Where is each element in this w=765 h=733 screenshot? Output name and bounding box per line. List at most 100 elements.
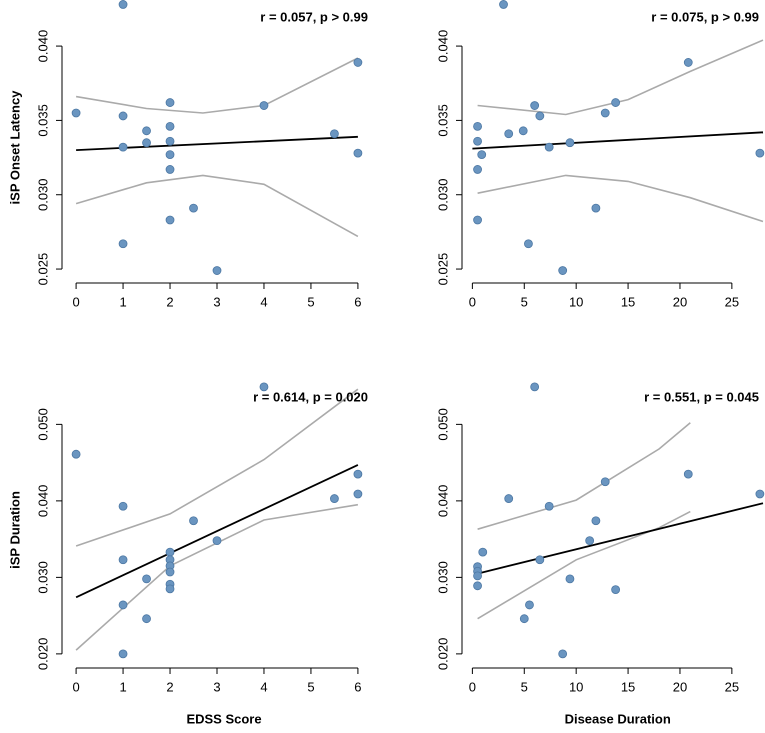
panel: 0 1 2 3 4 5 6 0.020 0.030 0.040 0.050 r = 0.614, p … — [7, 382, 368, 726]
data-point — [118, 0, 128, 9]
fit-line — [76, 135, 358, 151]
x-tick-label: 0 — [469, 294, 476, 309]
x-tick-label: 1 — [119, 294, 126, 309]
data-point — [330, 494, 339, 503]
y-axis-title: iSP Duration — [7, 491, 22, 569]
data-point — [473, 136, 482, 146]
data-point — [165, 584, 175, 594]
x-tick-label: 3 — [213, 294, 220, 309]
data-point — [544, 501, 554, 511]
confidence-band — [75, 57, 359, 114]
data-point — [525, 600, 534, 610]
y-tick-label: 0.040 — [35, 30, 50, 63]
y-tick-label: 0.050 — [35, 408, 50, 441]
data-point — [212, 536, 222, 546]
y-tick-label: 0.040 — [435, 485, 450, 518]
data-point — [71, 449, 81, 459]
data-point — [330, 129, 339, 139]
x-tick-label: 15 — [621, 294, 635, 309]
data-point — [518, 126, 528, 136]
data-point — [477, 150, 487, 159]
confidence-band — [477, 39, 764, 116]
data-point — [353, 469, 363, 479]
data-point — [473, 215, 482, 225]
fit-line — [75, 464, 359, 599]
annotation: r = 0.057, p > 0.99 — [260, 9, 368, 24]
data-point — [142, 614, 151, 624]
y-tick-label: 0.035 — [435, 104, 450, 137]
x-tick-label: 1 — [119, 679, 126, 694]
data-point — [478, 547, 488, 557]
panel: 0 1 2 3 4 5 6 0.025 0.030 0.035 0.040 r = 0.057, p … — [7, 0, 368, 309]
y-tick-label: 0.020 — [35, 638, 50, 671]
data-point — [600, 108, 610, 118]
annotation: r = 0.551, p = 0.045 — [644, 389, 759, 404]
fit-line — [472, 131, 764, 150]
x-tick-label: 2 — [166, 679, 173, 694]
data-point — [165, 121, 175, 131]
x-tick-label: 5 — [307, 294, 314, 309]
data-point — [683, 58, 693, 67]
y-tick-label: 0.025 — [435, 253, 450, 286]
data-point — [142, 574, 151, 584]
data-point — [118, 239, 128, 249]
y-tick-label: 0.040 — [35, 485, 50, 518]
annotation: r = 0.075, p > 0.99 — [651, 9, 759, 24]
data-point — [118, 649, 128, 659]
y-tick-label: 0.030 — [435, 178, 450, 211]
data-point — [755, 148, 765, 158]
confidence-band — [477, 510, 691, 620]
data-point — [165, 136, 175, 146]
data-point — [504, 129, 514, 139]
confidence-band — [75, 388, 359, 547]
data-point — [683, 469, 693, 479]
x-tick-label: 6 — [354, 294, 361, 309]
data-point — [353, 489, 363, 499]
data-point — [118, 501, 128, 511]
y-tick-label: 0.040 — [435, 30, 450, 63]
x-tick-label: 0 — [72, 679, 79, 694]
data-point — [142, 138, 151, 148]
annotation: r = 0.614, p = 0.020 — [253, 389, 368, 404]
data-point — [189, 203, 198, 213]
data-point — [535, 555, 545, 565]
x-axis-title: EDSS Score — [186, 711, 261, 726]
x-tick-label: 10 — [569, 294, 583, 309]
data-point — [165, 150, 175, 159]
x-tick-label: 0 — [469, 679, 476, 694]
x-tick-label: 5 — [307, 679, 314, 694]
y-axis-title: iSP Onset Latency — [7, 90, 22, 205]
x-tick-label: 25 — [725, 294, 739, 309]
data-point — [118, 555, 128, 565]
data-point — [611, 98, 621, 107]
data-point — [473, 581, 482, 591]
data-point — [118, 111, 128, 121]
x-tick-label: 5 — [521, 679, 528, 694]
data-point — [591, 203, 601, 213]
x-tick-label: 6 — [354, 679, 361, 694]
data-point — [212, 266, 222, 275]
data-point — [353, 58, 363, 67]
data-point — [473, 571, 482, 581]
data-point — [473, 121, 482, 131]
data-point — [611, 585, 621, 595]
confidence-band — [477, 422, 691, 530]
data-point — [535, 111, 545, 121]
x-tick-label: 3 — [213, 679, 220, 694]
data-point — [530, 101, 540, 110]
y-tick-label: 0.050 — [435, 408, 450, 441]
data-point — [142, 126, 151, 136]
x-tick-label: 4 — [260, 679, 267, 694]
data-point — [165, 98, 175, 107]
data-point — [165, 567, 175, 577]
data-point — [558, 649, 568, 659]
data-point — [118, 142, 128, 152]
y-tick-label: 0.030 — [35, 561, 50, 594]
data-point — [591, 516, 601, 526]
data-point — [558, 266, 568, 275]
data-point — [259, 382, 269, 392]
x-tick-label: 2 — [166, 294, 173, 309]
data-point — [565, 138, 575, 148]
x-tick-label: 4 — [260, 294, 267, 309]
